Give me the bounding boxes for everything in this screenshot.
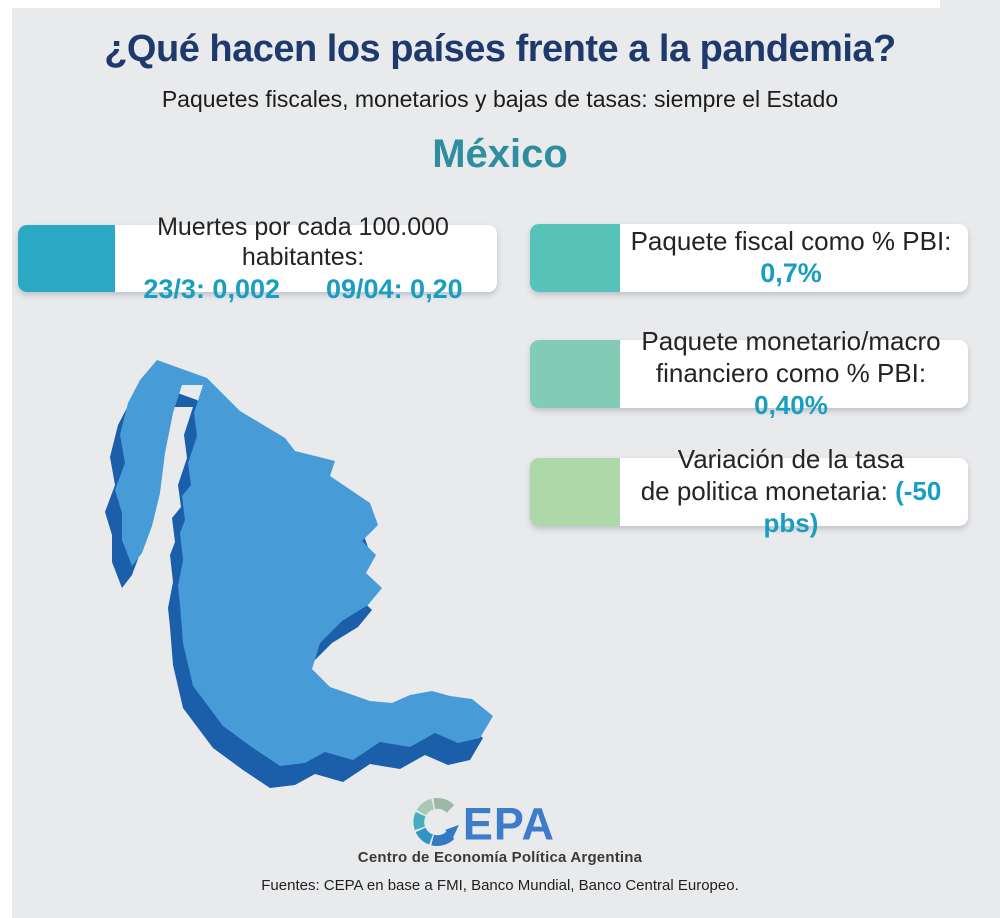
cepa-logo-subtitle: Centro de Economía Política Argentina [357, 849, 643, 866]
cepa-c-ring-icon [413, 798, 455, 846]
top-white-border [0, 0, 940, 8]
deaths-value-march: 23/3: 0,002 [143, 273, 280, 304]
mexico-map [80, 333, 530, 805]
rate-label-line2: de politica monetaria: (-50 pbs) [640, 476, 942, 538]
monetary-card-accent [530, 340, 620, 408]
deaths-value-april: 09/04: 0,20 [326, 273, 463, 304]
deaths-card-accent [18, 225, 115, 292]
monetary-card-body: Paquete monetario/macro financiero como … [620, 326, 968, 419]
fiscal-label: Paquete fiscal como % PBI: [630, 225, 952, 256]
rate-card-body: Variación de la tasa de politica monetar… [620, 444, 968, 537]
mexico-map-front [115, 360, 493, 766]
rate-card-accent [530, 458, 620, 526]
monetary-label-line1: Paquete monetario/macro [641, 326, 941, 357]
left-white-border [0, 0, 12, 918]
country-title: México [432, 132, 568, 176]
page-title: ¿Qué hacen los países frente a la pandem… [104, 28, 896, 70]
fiscal-value: 0,7% [760, 258, 822, 289]
sources-note: Fuentes: CEPA en base a FMI, Banco Mundi… [261, 877, 739, 894]
fiscal-card-accent [530, 224, 620, 292]
rate-label-line1: Variación de la tasa [677, 444, 905, 475]
fiscal-card: Paquete fiscal como % PBI: 0,7% [530, 224, 968, 292]
mexico-map-svg [105, 360, 493, 788]
rate-value: (-50 pbs) [763, 476, 942, 538]
fiscal-card-body: Paquete fiscal como % PBI: 0,7% [620, 224, 968, 292]
monetary-label-line2: financiero como % PBI: 0,40% [655, 358, 927, 420]
deaths-card: Muertes por cada 100.000 habitantes: 23/… [18, 213, 497, 304]
rate-card: Variación de la tasa de politica monetar… [530, 444, 968, 538]
cepa-logo-svg: EPA [413, 798, 555, 850]
cepa-letters: EPA [463, 799, 555, 850]
deaths-card-body: Muertes por cada 100.000 habitantes: 23/… [115, 213, 497, 304]
monetary-value: 0,40% [754, 389, 828, 420]
cepa-logo: EPA Centro de Economía Política Argentin… [0, 793, 1000, 866]
deaths-label: Muertes por cada 100.000 habitantes: [157, 212, 449, 272]
monetary-card: Paquete monetario/macro financiero como … [530, 326, 968, 420]
page-subtitle: Paquetes fiscales, monetarios y bajas de… [161, 86, 839, 112]
